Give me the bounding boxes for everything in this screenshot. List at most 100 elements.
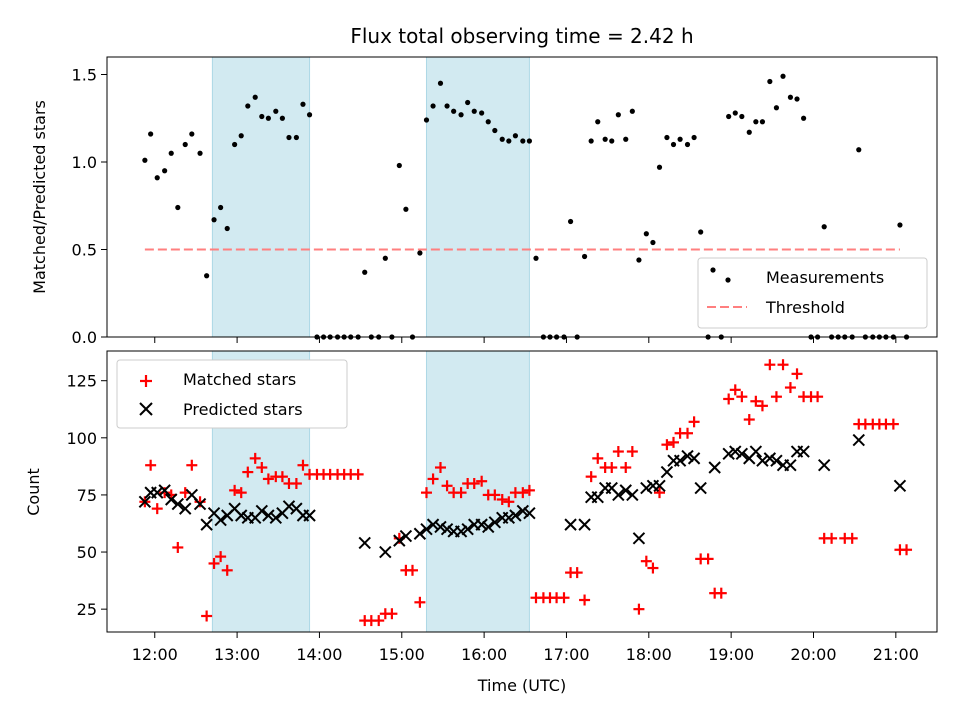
predicted-star-point bbox=[214, 513, 227, 527]
predicted-star-stroke bbox=[482, 520, 495, 534]
measurement-point bbox=[142, 157, 148, 163]
predicted-star-stroke bbox=[454, 525, 468, 538]
matched-star-point bbox=[215, 551, 227, 563]
predicted-star-point bbox=[420, 522, 433, 536]
predicted-star-stroke bbox=[413, 527, 427, 540]
predicted-star-stroke bbox=[207, 506, 221, 520]
matched-star-point bbox=[523, 484, 535, 496]
y-tick-label: 75 bbox=[77, 486, 97, 505]
predicted-star-point bbox=[262, 509, 275, 522]
predicted-star-point bbox=[763, 452, 777, 465]
predicted-star-point bbox=[687, 452, 701, 465]
matched-star-point bbox=[612, 446, 624, 458]
measurement-point bbox=[417, 250, 423, 256]
predicted-star-stroke bbox=[770, 454, 783, 467]
y-tick-label: 125 bbox=[66, 372, 97, 391]
predicted-star-stroke bbox=[426, 518, 440, 531]
legend-predicted-marker bbox=[139, 402, 153, 416]
top-shaded-windows bbox=[211, 56, 530, 338]
measurement-point bbox=[533, 255, 539, 261]
matched-star-point bbox=[812, 391, 824, 403]
predicted-star-stroke bbox=[653, 479, 666, 492]
x-axis-label: Time (UTC) bbox=[477, 676, 566, 695]
measurement-point bbox=[479, 110, 485, 116]
matched-star-point bbox=[229, 484, 241, 496]
matched-star-point bbox=[654, 487, 666, 499]
predicted-star-point bbox=[235, 509, 248, 522]
predicted-star-stroke bbox=[632, 532, 646, 545]
predicted-star-point bbox=[708, 461, 721, 474]
measurement-point bbox=[458, 112, 464, 118]
predicted-star-point bbox=[749, 445, 763, 458]
predicted-star-stroke bbox=[516, 504, 530, 518]
predicted-star-point bbox=[735, 447, 749, 461]
measurement-point bbox=[382, 255, 388, 261]
predicted-star-stroke bbox=[235, 509, 248, 522]
shaded-window bbox=[211, 56, 311, 338]
matched-star-point bbox=[736, 391, 748, 403]
predicted-star-point bbox=[770, 454, 783, 467]
predicted-star-point bbox=[722, 447, 735, 461]
matched-star-point bbox=[221, 564, 233, 576]
predicted-star-stroke bbox=[171, 497, 185, 511]
predicted-star-stroke bbox=[269, 511, 283, 524]
predicted-star-point bbox=[660, 465, 674, 479]
measurement-point bbox=[581, 253, 588, 260]
matched-star-point bbox=[887, 418, 899, 430]
predicted-star-stroke bbox=[303, 509, 316, 522]
predicted-star-stroke bbox=[475, 518, 488, 531]
measurement-point bbox=[293, 134, 299, 141]
matched-star-point bbox=[172, 541, 184, 553]
measurement-point bbox=[362, 269, 368, 275]
predicted-star-point bbox=[619, 484, 632, 497]
predicted-star-point bbox=[694, 481, 707, 495]
matched-star-point bbox=[723, 393, 735, 405]
measurement-point bbox=[677, 136, 683, 142]
predicted-star-point bbox=[523, 506, 536, 520]
predicted-star-point bbox=[179, 502, 192, 515]
measurement-point bbox=[609, 138, 615, 144]
measurement-point bbox=[430, 103, 436, 109]
predicted-star-stroke bbox=[817, 459, 831, 472]
x-tick-label: 19:00 bbox=[708, 645, 754, 664]
matched-star-point bbox=[764, 359, 776, 371]
measurement-point bbox=[664, 134, 670, 141]
measurement-point bbox=[211, 217, 217, 223]
predicted-star-point bbox=[282, 500, 296, 513]
top-y-axis-label: Matched/Predicted stars bbox=[30, 100, 49, 294]
bottom-panel: 25 50 75 100 125 12:00 13:00 14:00 15:00 16:00 17… bbox=[24, 350, 938, 695]
matched-star-point bbox=[352, 468, 364, 480]
measurement-point bbox=[218, 204, 224, 211]
matched-star-point bbox=[186, 459, 198, 471]
predicted-star-point bbox=[784, 459, 797, 472]
matched-star-point bbox=[373, 615, 385, 627]
x-tick-label: 17:00 bbox=[543, 645, 589, 664]
predicted-star-point bbox=[591, 491, 604, 504]
measurement-point bbox=[471, 108, 477, 114]
matched-star-point bbox=[668, 436, 680, 448]
matched-star-point bbox=[661, 439, 673, 451]
predicted-star-stroke bbox=[214, 513, 227, 527]
predicted-star-stroke bbox=[393, 534, 406, 547]
matched-star-point bbox=[503, 496, 515, 508]
predicted-star-point bbox=[399, 529, 413, 543]
measurement-point bbox=[526, 138, 533, 144]
predicted-star-stroke bbox=[488, 516, 502, 529]
matched-star-point bbox=[640, 555, 652, 567]
predicted-star-stroke bbox=[509, 509, 522, 522]
measurement-point bbox=[629, 108, 635, 114]
predicted-star-point bbox=[303, 509, 316, 522]
measurement-point bbox=[245, 103, 251, 109]
measurement-point bbox=[567, 218, 574, 225]
x-tick-label: 14:00 bbox=[296, 645, 342, 664]
measurement-point bbox=[423, 117, 430, 123]
predicted-star-stroke bbox=[420, 522, 433, 536]
measurement-point bbox=[238, 133, 244, 139]
measurement-point bbox=[643, 231, 649, 237]
matched-star-point bbox=[468, 478, 480, 490]
shaded-window bbox=[425, 350, 530, 633]
predicted-star-point bbox=[509, 509, 522, 522]
matched-star-point bbox=[249, 452, 261, 464]
predicted-star-stroke bbox=[626, 488, 639, 502]
